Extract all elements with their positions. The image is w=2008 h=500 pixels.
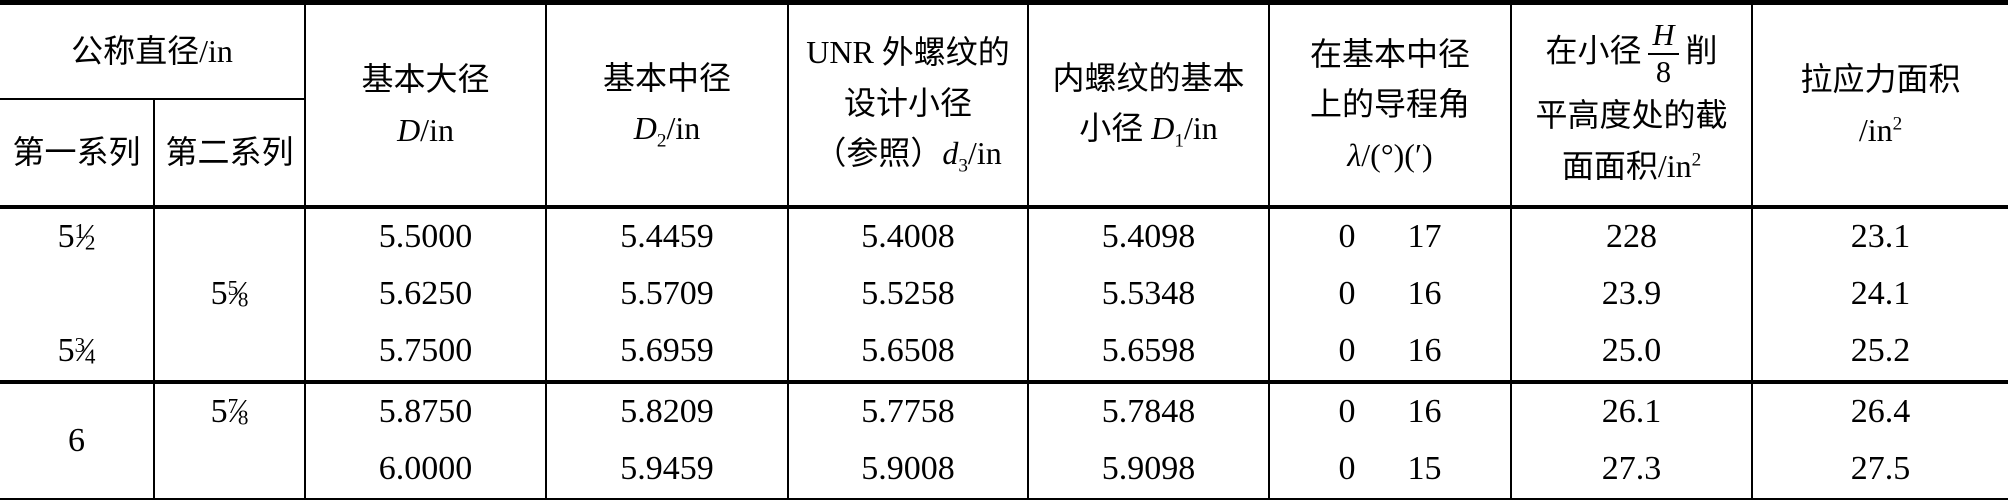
cell-tensile-area: 24.1 — [1850, 275, 1911, 312]
col-header-basic-major-diameter: 基本大径 D/in — [305, 2, 548, 209]
cell-section-area: 27.3 — [1511, 440, 1754, 500]
cell-major-diameter: 5.5000 — [305, 206, 548, 266]
cell-internal-minor-diameter: 5.6598 — [1028, 322, 1271, 382]
cell-series2 — [154, 322, 307, 382]
cell-pitch-diameter: 5.6959 — [546, 322, 790, 382]
cell-pitch-diameter: 5.5709 — [546, 265, 790, 323]
cell-tensile-area: 25.2 — [1850, 332, 1911, 369]
col-header-series-2: 第二系列 — [154, 98, 307, 209]
cell-internal-minor-diameter: 5.4098 — [1028, 206, 1271, 266]
cell-section-area: 228 — [1511, 206, 1754, 266]
cell-lead-angle: 0 15 — [1269, 440, 1513, 500]
col-header-basic-pitch-diameter: 基本中径 D2/in — [546, 2, 790, 209]
cell-unr-minor-diameter: 5.6508 — [788, 322, 1030, 382]
cell-lead-angle: 0 16 — [1269, 322, 1513, 382]
cell-major-diameter: 5.8750 — [305, 379, 548, 441]
header-row-top: 公称直径/in 基本大径 D/in 基本中径 D2/in UNR 外螺纹的 设计… — [0, 2, 2008, 209]
header-row-sub: 第一系列 第二系列 — [0, 98, 2008, 209]
cell-series1: 6 — [0, 379, 155, 500]
cell-internal-minor-diameter: 5.5348 — [1028, 265, 1271, 323]
cell-series2: 55⁄8 — [154, 265, 307, 323]
cell-series1: 53⁄4 — [0, 322, 155, 382]
cell-lead-angle: 0 16 — [1269, 265, 1513, 323]
table-row: 51⁄2 5.5000 5.4459 5.4008 5.4098 0 17 228… — [0, 206, 2008, 266]
cell-tensile-area: 23.1 — [1850, 218, 1911, 255]
cell-unr-minor-diameter: 5.7758 — [788, 379, 1030, 441]
col-header-lead-angle: 在基本中径 上的导程角 λ/(°)(′) — [1269, 2, 1513, 209]
cell-section-area: 25.0 — [1511, 322, 1754, 382]
table-row: 6 57⁄8 5.8750 5.8209 5.7758 5.7848 0 16 2… — [0, 379, 2008, 500]
cell-lead-angle: 0 17 — [1269, 206, 1513, 266]
table-row: 55⁄8 5.6250 5.5709 5.5258 5.5348 0 16 23.… — [0, 265, 2008, 323]
cell-series1: 51⁄2 — [0, 206, 155, 266]
cell-series2 — [154, 206, 307, 266]
table-row: 53⁄4 5.7500 5.6959 5.6508 5.6598 0 16 25.… — [0, 322, 2008, 382]
col-header-section-area-at-flat: 在小径 H 8 削 平高度处的截 面面积/in2 — [1511, 2, 1754, 209]
cell-lead-angle: 0 16 — [1269, 379, 1513, 441]
cell-major-diameter: 6.0000 — [305, 440, 548, 500]
cell-series1 — [0, 265, 155, 323]
cell-tensile-area: 26.4 — [1752, 379, 2008, 441]
cell-unr-minor-diameter: 5.5258 — [788, 265, 1030, 323]
cell-section-area: 23.9 — [1511, 265, 1754, 323]
col-header-internal-basic-minor-diameter: 内螺纹的基本 小径 D1/in — [1028, 2, 1271, 209]
col-header-tensile-stress-area: 拉应力面积 /in2 — [1752, 2, 2008, 209]
col-header-nominal-diameter: 公称直径/in — [0, 2, 307, 100]
cell-section-area: 26.1 — [1511, 379, 1754, 441]
cell-tensile-area: 27.5 — [1850, 450, 1911, 487]
col-header-unr-design-minor-diameter: UNR 外螺纹的 设计小径 （参照）d3/in — [788, 2, 1030, 209]
cell-unr-minor-diameter: 5.9008 — [788, 440, 1030, 500]
cell-internal-minor-diameter: 5.9098 — [1028, 440, 1271, 500]
cell-major-diameter: 5.7500 — [305, 322, 548, 382]
cell-major-diameter: 5.6250 — [305, 265, 548, 323]
cell-series2: 57⁄8 — [154, 379, 307, 441]
cell-pitch-diameter: 5.9459 — [546, 440, 790, 500]
cell-unr-minor-diameter: 5.4008 — [788, 206, 1030, 266]
col-header-series-1: 第一系列 — [0, 98, 155, 209]
cell-internal-minor-diameter: 5.7848 — [1028, 379, 1271, 441]
cell-pitch-diameter: 5.4459 — [546, 206, 790, 266]
cell-series2 — [154, 440, 307, 500]
table-row: 6.0000 5.9459 5.9008 5.9098 0 15 27.3 27.… — [0, 440, 2008, 500]
cell-pitch-diameter: 5.8209 — [546, 379, 790, 441]
